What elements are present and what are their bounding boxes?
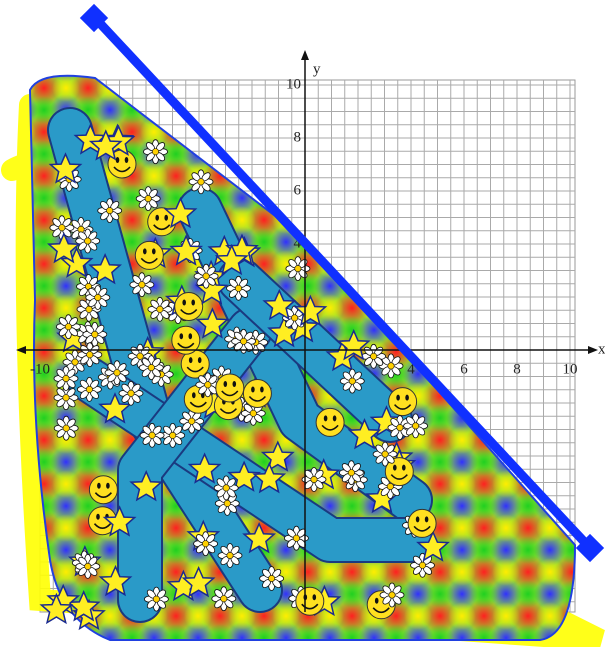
flower	[404, 414, 428, 438]
smiley	[89, 476, 117, 504]
y-tick-label: 8	[294, 129, 302, 145]
flower	[411, 553, 435, 577]
flower	[130, 273, 154, 297]
flower	[78, 343, 102, 367]
smiley	[216, 374, 244, 402]
y-tick-label: 10	[286, 76, 301, 92]
flower	[189, 170, 213, 194]
flower	[139, 356, 163, 380]
flower	[83, 322, 107, 346]
smiley	[389, 388, 417, 416]
smiley	[408, 509, 436, 537]
flower	[194, 264, 218, 288]
flower	[56, 315, 80, 339]
y-arrow	[301, 50, 309, 60]
x-tick-label: 8	[513, 361, 521, 377]
smiley	[243, 380, 271, 408]
smiley	[135, 241, 163, 269]
x-tick-label: -10	[30, 361, 50, 377]
flower	[76, 554, 100, 578]
flower	[212, 587, 236, 611]
flower	[86, 286, 110, 310]
smiley	[175, 293, 203, 321]
flower	[105, 361, 129, 385]
x-tick-label: 10	[563, 361, 578, 377]
flower	[227, 276, 251, 300]
flower	[76, 229, 100, 253]
flower	[144, 587, 168, 611]
flower	[119, 381, 143, 405]
flower	[144, 140, 168, 164]
canvas: yx-104681010864	[0, 0, 605, 647]
flower	[380, 583, 404, 607]
flower	[373, 442, 397, 466]
flower	[50, 216, 74, 240]
flower	[54, 416, 78, 440]
flower	[218, 544, 242, 568]
flower	[340, 369, 364, 393]
flower	[286, 257, 310, 281]
y-tick-label: 6	[294, 182, 302, 198]
flower	[194, 532, 218, 556]
x-arrow	[588, 346, 598, 354]
flower	[214, 476, 238, 500]
page: yx-104681010864 (() => { const data = JS…	[0, 0, 605, 647]
flower	[136, 187, 160, 211]
flower	[54, 367, 78, 391]
smiley	[316, 408, 344, 436]
flower	[260, 567, 284, 591]
y-axis-label: y	[313, 61, 321, 77]
flower	[362, 344, 386, 368]
smiley	[296, 587, 324, 615]
flower	[148, 297, 172, 321]
x-tick-label: 6	[460, 361, 468, 377]
flower	[140, 423, 164, 447]
flower	[98, 199, 122, 223]
x-axis-label: x	[598, 341, 605, 357]
flower	[77, 377, 101, 401]
flower	[339, 461, 363, 485]
